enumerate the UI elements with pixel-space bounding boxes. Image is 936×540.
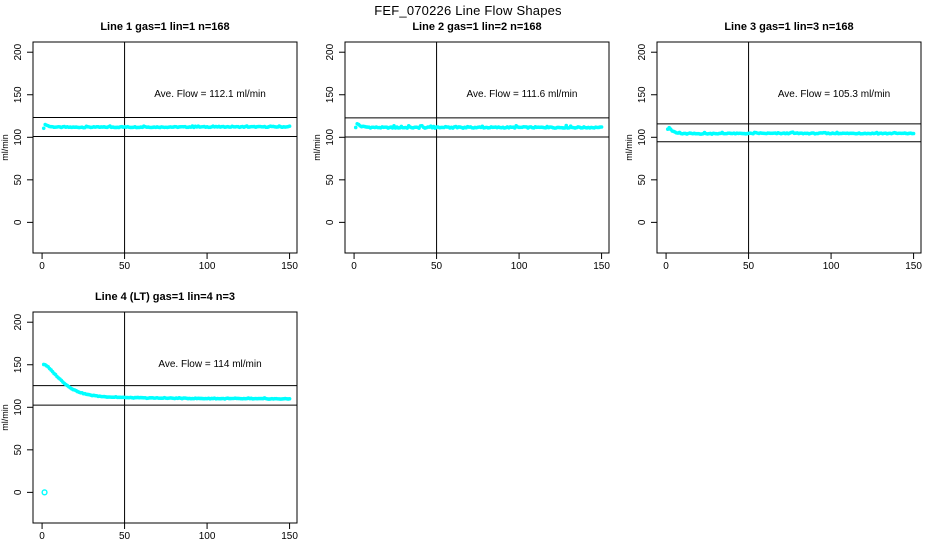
data-point bbox=[287, 396, 292, 401]
data-point bbox=[911, 131, 916, 136]
y-tick-label: 100 bbox=[325, 129, 336, 146]
reference-lines bbox=[33, 312, 297, 523]
x-tick-label: 100 bbox=[823, 261, 840, 270]
y-tick-label: 100 bbox=[13, 129, 24, 146]
y-axis-label: ml/min bbox=[312, 134, 322, 161]
y-tick-label: 100 bbox=[13, 399, 24, 416]
y-tick-label: 0 bbox=[637, 219, 648, 225]
axes: 0 50 100 150 0 50 100 150 200 ml/min bbox=[0, 43, 298, 270]
ave-flow-annotation: Ave. Flow = 105.3 ml/min bbox=[778, 89, 890, 100]
reference-lines bbox=[657, 42, 921, 253]
x-tick-label: 150 bbox=[281, 531, 298, 540]
ave-flow-annotation: Ave. Flow = 114 ml/min bbox=[158, 359, 261, 370]
panel-line1-chart: Line 1 gas=1 lin=1 n=168 0 50 100 150 0 50 100 1… bbox=[0, 21, 298, 270]
y-tick-label: 150 bbox=[13, 356, 24, 373]
axes: 0 50 100 150 0 50 100 150 200 ml/min bbox=[312, 43, 610, 270]
y-axis-label: ml/min bbox=[0, 404, 10, 431]
y-tick-label: 150 bbox=[637, 86, 648, 103]
panel-title: Line 2 gas=1 lin=2 n=168 bbox=[412, 21, 541, 33]
y-tick-label: 0 bbox=[13, 489, 24, 495]
x-tick-label: 100 bbox=[199, 531, 216, 540]
panel-line4-chart: Line 4 (LT) gas=1 lin=4 n=3 0 50 100 150 0 50 1… bbox=[0, 291, 298, 540]
x-tick-label: 50 bbox=[431, 261, 443, 270]
data-point bbox=[287, 124, 292, 129]
panel-title: Line 1 gas=1 lin=1 n=168 bbox=[100, 21, 229, 33]
y-tick-label: 50 bbox=[13, 444, 24, 456]
data-points bbox=[41, 122, 292, 131]
x-tick-label: 50 bbox=[743, 261, 755, 270]
x-tick-label: 50 bbox=[119, 531, 131, 540]
y-tick-label: 0 bbox=[325, 219, 336, 225]
axes: 0 50 100 150 0 50 100 150 200 ml/min bbox=[624, 43, 922, 270]
x-tick-label: 0 bbox=[351, 261, 357, 270]
y-tick-label: 200 bbox=[13, 43, 24, 60]
y-tick-label: 50 bbox=[13, 174, 24, 186]
plot-box bbox=[344, 41, 610, 254]
y-tick-label: 0 bbox=[13, 219, 24, 225]
x-tick-label: 0 bbox=[663, 261, 669, 270]
panel-title: Line 4 (LT) gas=1 lin=4 n=3 bbox=[95, 291, 235, 303]
data-point bbox=[41, 126, 46, 131]
main-title: FEF_070226 Line Flow Shapes bbox=[374, 3, 562, 18]
plot-box bbox=[32, 311, 298, 524]
x-tick-label: 100 bbox=[511, 261, 528, 270]
plot-box bbox=[656, 41, 922, 254]
y-tick-label: 150 bbox=[325, 86, 336, 103]
x-tick-label: 150 bbox=[593, 261, 610, 270]
data-points bbox=[665, 125, 916, 136]
reference-lines bbox=[345, 42, 609, 253]
outlier-point bbox=[41, 489, 48, 496]
data-point bbox=[353, 125, 358, 130]
ave-flow-annotation: Ave. Flow = 112.1 ml/min bbox=[154, 89, 266, 100]
data-points bbox=[353, 121, 604, 130]
x-tick-label: 100 bbox=[199, 261, 216, 270]
panel-line2-chart: Line 2 gas=1 lin=2 n=168 0 50 100 150 0 50 100 1… bbox=[312, 21, 610, 270]
y-tick-label: 50 bbox=[325, 174, 336, 186]
data-point bbox=[599, 125, 604, 129]
panel-title: Line 3 gas=1 lin=3 n=168 bbox=[724, 21, 853, 33]
y-tick-label: 150 bbox=[13, 86, 24, 103]
x-tick-label: 150 bbox=[905, 261, 922, 270]
y-tick-label: 200 bbox=[637, 43, 648, 60]
y-tick-label: 50 bbox=[637, 174, 648, 186]
y-tick-label: 200 bbox=[325, 43, 336, 60]
y-axis-label: ml/min bbox=[0, 134, 10, 161]
ave-flow-annotation: Ave. Flow = 111.6 ml/min bbox=[467, 89, 578, 100]
y-tick-label: 200 bbox=[13, 313, 24, 330]
x-tick-label: 0 bbox=[39, 261, 45, 270]
panel-line3-chart: Line 3 gas=1 lin=3 n=168 0 50 100 150 0 50 100 1… bbox=[624, 21, 922, 270]
y-tick-label: 100 bbox=[637, 129, 648, 146]
y-axis-label: ml/min bbox=[624, 134, 634, 161]
plot-box bbox=[32, 41, 298, 254]
x-tick-label: 150 bbox=[281, 261, 298, 270]
x-tick-label: 50 bbox=[119, 261, 131, 270]
x-tick-label: 0 bbox=[39, 531, 45, 540]
axes: 0 50 100 150 0 50 100 150 200 ml/min bbox=[0, 313, 298, 540]
reference-lines bbox=[33, 42, 297, 253]
data-points bbox=[41, 362, 292, 496]
